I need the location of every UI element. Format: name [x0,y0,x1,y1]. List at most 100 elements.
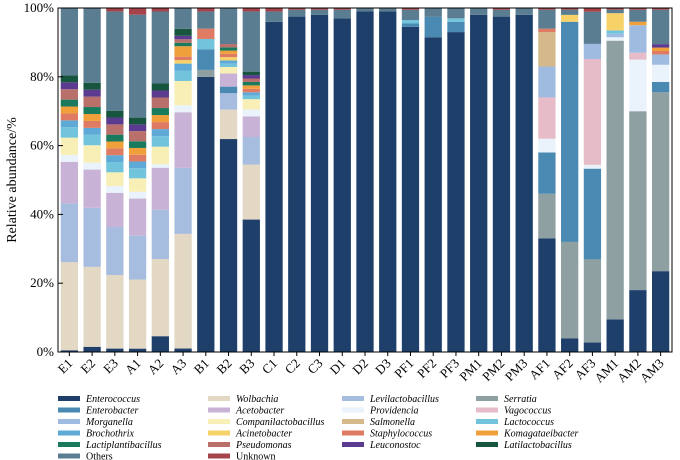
bar-segment-AF1-enterococcus [538,238,556,352]
bar-segment-PF1-enterococcus [401,26,420,352]
bar-segment-A3-pseudomonas [174,39,192,43]
bar-segment-AF2-unknown [561,8,579,10]
bar-segment-PF2-enterobacter [424,16,442,38]
bar-segment-A3-wolbachia [174,233,192,349]
y-tick-label: 0% [37,344,55,359]
bar-segment-E1-others [60,8,79,76]
bar-segment-B2-others [219,8,238,45]
bar-segment-B2-acinetobacter [219,57,238,61]
x-tick-label: A1 [122,356,144,378]
bar-segment-A3-lactiplantibacillus [174,42,192,47]
bar-segment-C2-unknown [288,8,306,10]
bars-group [60,8,670,353]
bar-segment-A3-acinetobacter [174,60,192,64]
legend-swatch-brochothrix [58,430,80,436]
bar-segment-AM2-providencia [629,59,647,112]
bar-segment-AF3-enterococcus [583,342,602,352]
bar-segment-E1-komagataeibacter [60,106,79,114]
bar-segment-AM1-providencia [606,37,624,41]
x-tick-label: AM3 [637,356,667,386]
bar-segment-AM1-serratia [606,40,624,320]
bar-segment-AF1-morganella [538,66,556,98]
legend-swatch-acinetobacter [208,430,230,436]
bar-segment-A2-leuconostoc [151,90,169,98]
bar-segment-E1-enterococcus [60,350,79,352]
bar-segment-AM3-staphylococcus [651,51,670,55]
bar-segment-E1-staphylococcus [60,113,79,121]
x-tick-label: PM3 [502,356,530,384]
bar-segment-B2-enterococcus [219,139,238,352]
bar-segment-AM2-vagococcus [629,52,647,60]
bar-segment-PM1-enterococcus [470,14,488,352]
bar-segment-A3-enterococcus [174,348,192,352]
bar-segment-B2-levilactobacillus [219,93,238,110]
x-tick-label: C1 [259,356,280,377]
legend-label-brochothrix: Brochothrix [86,429,135,440]
bar-segment-B3-staphylococcus [242,88,260,93]
bar-segment-AF1-serratia [538,193,556,239]
bar-segment-E2-companilactobacillus [83,145,101,163]
bar-segment-AF2-serratia [561,241,579,339]
bar-segment-B2-enterobacter [219,86,238,94]
bar-segment-E2-lactococcus [83,134,101,146]
bar-segment-AM3-leuconostoc [651,44,670,48]
bar-segment-C1-others [265,11,283,22]
bar-segment-E2-staphylococcus [83,120,101,128]
legend-swatch-levilactobacillus [342,396,364,401]
bar-segment-AF1-providencia [538,138,556,153]
bar-segment-A3-providencia [174,105,192,113]
bar-segment-E2-providencia [83,162,101,170]
bar-segment-B2-komagataeibacter [219,50,238,54]
bar-segment-PM3-enterococcus [515,14,533,352]
bar-segment-A2-pseudomonas [151,97,169,109]
legend-swatch-lactiplantibacillus [58,442,80,447]
bar-segment-PM2-enterococcus [492,16,511,352]
bar-segment-A2-providencia [151,164,169,168]
bar-segment-PF3-lactococcus [447,18,465,22]
bar-segment-D1-others [333,9,351,19]
legend-label-latilactobacillus: Latilactobacillus [503,440,572,451]
bar-segment-A2-lactiplantibacillus [151,108,169,116]
x-tick-label: AF2 [549,356,576,383]
bar-segment-B2-brochothrix [219,60,238,64]
bar-segment-B1-others [197,11,215,29]
bar-segment-PM1-others [470,8,488,15]
bar-segment-E3-unknown [106,8,124,12]
bar-segment-D2-others [356,8,374,12]
bar-segment-AM2-serratia [629,111,647,291]
bar-segment-B1-serratia [197,69,215,77]
legend-label-pseudomonas: Pseudomonas [235,440,292,451]
x-tick-label: A2 [145,356,167,378]
bar-segment-A3-latilactobacillus [174,28,192,36]
bar-segment-AM2-others [629,9,647,22]
bar-segment-A2-wolbachia [151,258,169,337]
y-tick-label: 40% [30,206,54,221]
bar-segment-B3-acetobacter [242,116,260,137]
bar-segment-A3-others [174,8,192,29]
x-tick-label: A3 [167,356,189,378]
y-tick-label: 80% [30,69,54,84]
bar-segment-E3-leuconostoc [106,117,124,125]
bar-segment-PF3-enterobacter [447,21,465,33]
legend-swatch-staphylococcus [342,430,364,436]
x-tick-label: B3 [236,356,257,377]
bar-segment-C3-unknown [310,8,329,10]
bar-segment-PM2-unknown [492,8,511,10]
legend-swatch-lactococcus [476,419,498,424]
legend-label-komagataeibacter: Komagataeibacter [503,429,579,440]
bar-segment-E1-acetobacter [60,161,79,204]
legend-label-salmonella: Salmonella [370,417,415,428]
bar-segment-A1-unknown [128,8,147,15]
x-tick-label: C2 [282,356,303,377]
bar-segment-E1-latilactobacillus [60,75,79,83]
legend-swatch-serratia [476,396,498,401]
bar-segment-B1-lactococcus [197,38,215,50]
bar-segment-AM1-acinetobacter [606,13,624,31]
bar-segment-A2-acetobacter [151,167,169,210]
bar-segment-AM1-enterococcus [606,319,624,352]
bar-segment-A3-companilactobacillus [174,80,192,106]
bar-segment-AF3-vagococcus [583,59,602,165]
bar-segment-B3-brochothrix [242,92,260,96]
bar-segment-E3-komagataeibacter [106,141,124,149]
bar-segment-A2-enterococcus [151,336,169,352]
